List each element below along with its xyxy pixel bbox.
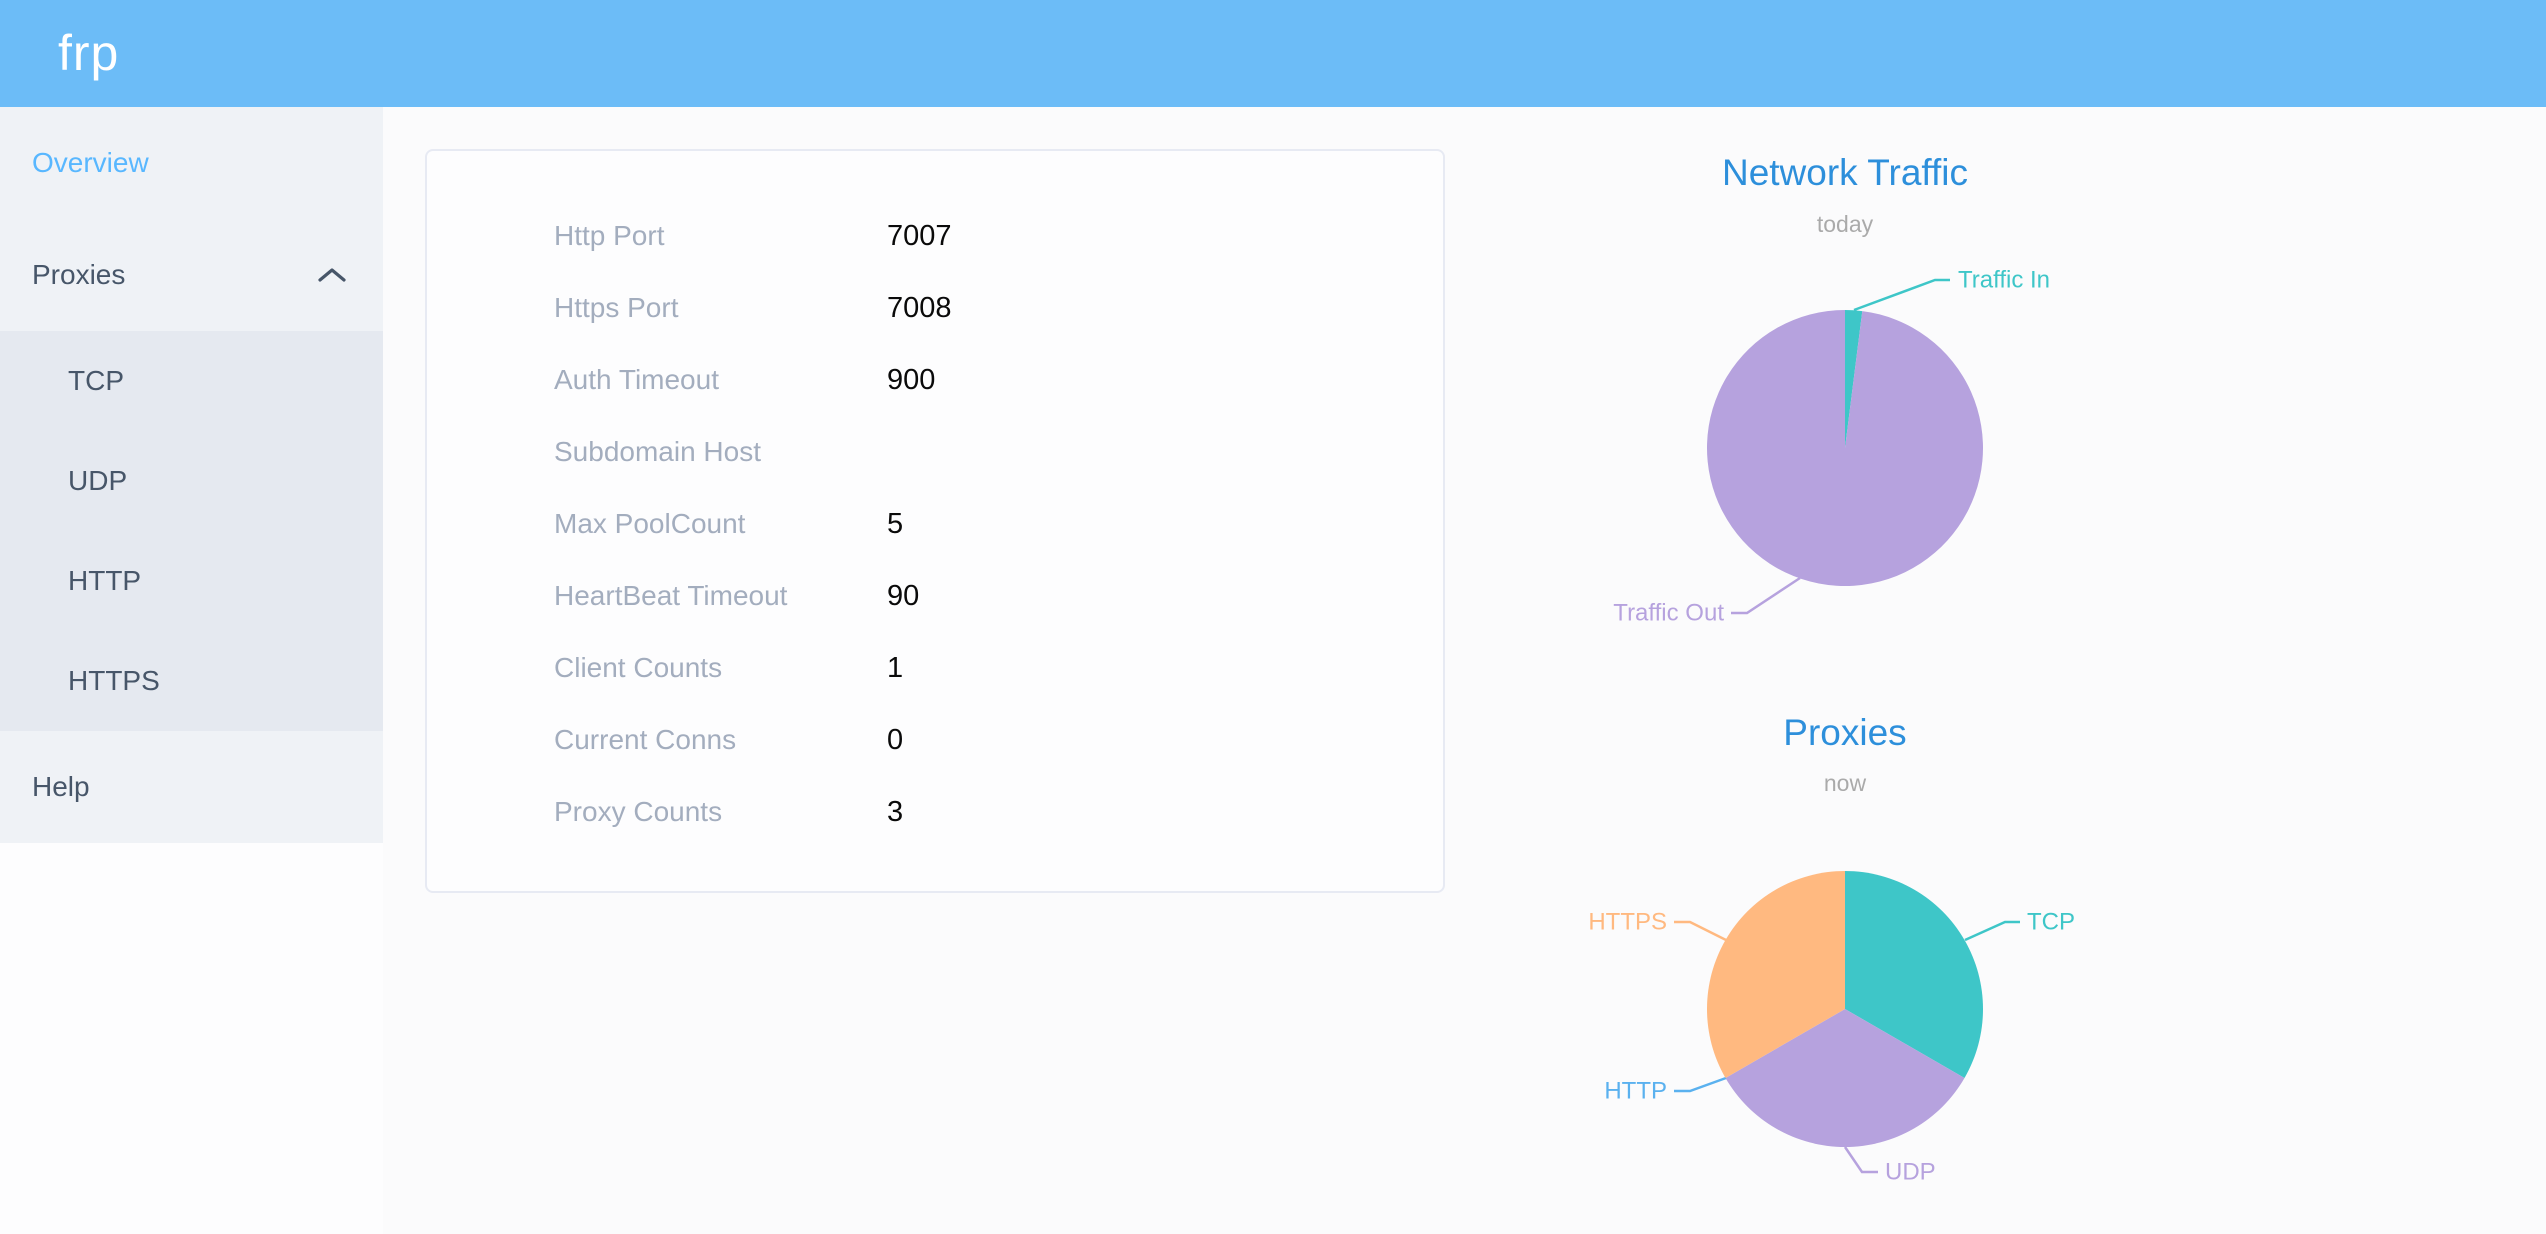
pie-slice-tcp[interactable] [1845,871,1983,1078]
sidebar: Overview Proxies TCP UDP HTTP HTTPS Help [0,107,383,1234]
pie-labelline-traffic-out [1731,576,1801,615]
config-label: HeartBeat Timeout [554,580,788,611]
sidebar-item-label: Proxies [32,259,126,290]
config-row-max-poolcount: Max PoolCount 5 [427,488,1443,560]
sidebar-item-help[interactable]: Help [0,731,383,843]
sidebar-item-https[interactable]: HTTPS [0,631,383,731]
chart-title: Network Traffic [1721,152,1969,193]
config-label: Proxy Counts [554,796,723,827]
sidebar-item-http[interactable]: HTTP [0,531,383,631]
config-value: 90 [887,579,920,612]
chevron-up-icon [318,268,346,282]
config-label: Auth Timeout [554,364,719,395]
sidebar-item-tcp[interactable]: TCP [0,331,383,431]
config-row-client-counts: Client Counts 1 [427,632,1443,704]
chart-subtitle: today [1816,211,1874,237]
config-row-https-port: Https Port 7008 [427,272,1443,344]
sidebar-item-proxies[interactable]: Proxies [0,219,383,331]
config-value: 7007 [887,219,952,252]
pie-label-http: HTTP [1604,1078,1667,1105]
chart-title: Proxies [1783,712,1907,753]
sidebar-item-label: Help [32,771,90,802]
pie-label-https: HTTPS [1588,909,1667,936]
sidebar-item-label: HTTP [68,565,142,596]
pie-labelline-traffic-in [1853,278,1950,312]
chart-subtitle: now [1823,770,1867,796]
pie-labelline-udp [1843,1146,1878,1174]
pie-labelline-https [1674,920,1727,942]
pie-label-traffic-out: Traffic Out [1613,600,1724,627]
config-value: 0 [887,723,904,756]
sidebar-item-udp[interactable]: UDP [0,431,383,531]
pie-label-udp: UDP [1885,1159,1936,1186]
config-label: Current Conns [554,724,737,755]
pie-labelline-tcp [1964,920,2020,942]
pie-labelline-http [1674,1076,1727,1093]
config-label: Https Port [554,292,679,323]
pie-slice-traffic-in[interactable] [1845,310,1863,448]
app-logo: frp [58,24,120,81]
config-value: 3 [887,795,904,828]
config-value: 900 [887,363,936,396]
config-row-http-port: Http Port 7007 [427,200,1443,272]
config-label: Max PoolCount [554,508,746,539]
config-row-auth-timeout: Auth Timeout 900 [427,344,1443,416]
charts-panel: Network Traffic today Traffic In Traffic … [1540,0,2150,1234]
pie-label-traffic-in: Traffic In [1958,267,2050,294]
sidebar-item-overview[interactable]: Overview [0,107,383,219]
config-row-current-conns: Current Conns 0 [427,704,1443,776]
pie-label-tcp: TCP [2027,909,2075,936]
sidebar-submenu-proxies: TCP UDP HTTP HTTPS [0,331,383,731]
pie-slice-https[interactable] [1707,871,1845,1078]
sidebar-item-label: TCP [68,365,124,396]
sidebar-item-label: UDP [68,465,128,496]
config-label: Http Port [554,220,665,251]
config-value: 1 [887,651,904,684]
config-value: 5 [887,507,904,540]
config-value: 7008 [887,291,952,324]
config-label: Subdomain Host [554,436,762,467]
server-config-card: Http Port 7007 Https Port 7008 Auth Time… [425,149,1445,893]
config-label: Client Counts [554,652,723,683]
app-header: frp [0,0,2546,107]
config-row-subdomain-host: Subdomain Host [427,416,1443,488]
proxies-pie: TCP UDP HTTP HTTPS [1588,871,2075,1186]
pie-slice-traffic-out[interactable] [1707,310,1983,586]
network-traffic-pie: Traffic In Traffic Out [1613,267,2050,627]
pie-slice-udp[interactable] [1725,1009,1965,1147]
sidebar-item-label: Overview [32,147,149,178]
config-row-heartbeat-timeout: HeartBeat Timeout 90 [427,560,1443,632]
config-row-proxy-counts: Proxy Counts 3 [427,776,1443,848]
sidebar-item-label: HTTPS [68,665,160,696]
